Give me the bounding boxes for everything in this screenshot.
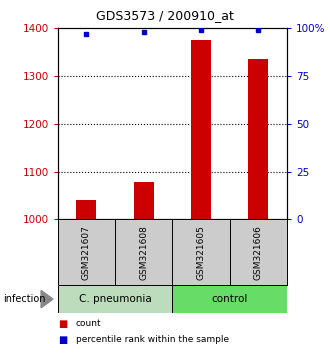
Text: percentile rank within the sample: percentile rank within the sample	[76, 335, 229, 344]
Bar	[248, 59, 269, 219]
Text: GSM321608: GSM321608	[139, 225, 148, 280]
Text: C. pneumonia: C. pneumonia	[79, 294, 151, 304]
Bar	[173, 285, 287, 313]
Text: GSM321605: GSM321605	[197, 225, 206, 280]
Bar	[191, 40, 211, 219]
Text: GSM321606: GSM321606	[254, 225, 263, 280]
Polygon shape	[41, 290, 53, 308]
Text: ■: ■	[58, 335, 67, 345]
Bar	[76, 200, 96, 219]
Text: control: control	[212, 294, 248, 304]
Text: GSM321607: GSM321607	[82, 225, 91, 280]
Bar	[58, 285, 173, 313]
Bar	[134, 182, 154, 219]
Text: infection: infection	[3, 294, 46, 304]
Text: ■: ■	[58, 319, 67, 329]
Text: count: count	[76, 319, 102, 329]
Text: GDS3573 / 200910_at: GDS3573 / 200910_at	[96, 9, 234, 22]
